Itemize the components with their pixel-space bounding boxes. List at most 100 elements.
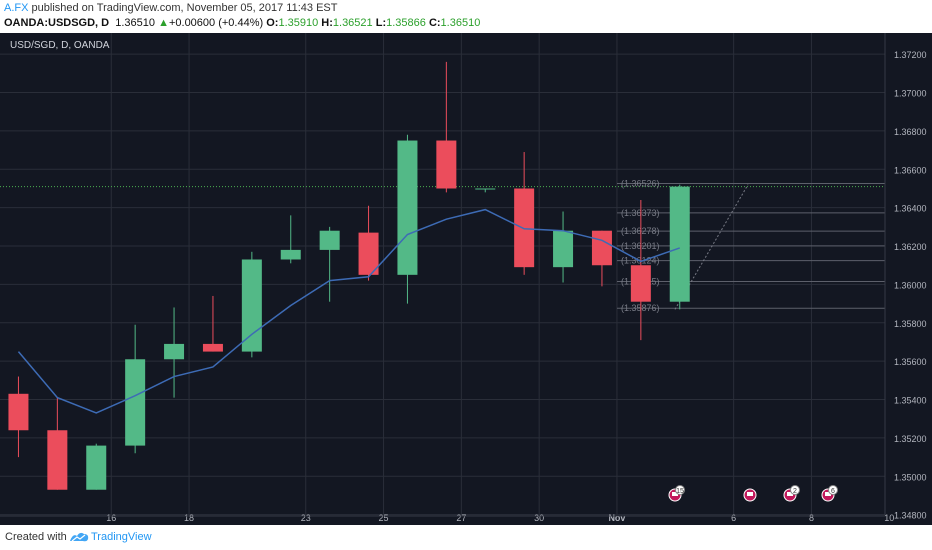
published-text: published on TradingView.com, November 0…	[31, 2, 338, 14]
moving-average	[17, 208, 680, 414]
candle-body	[514, 188, 535, 268]
candle[interactable]	[280, 215, 301, 264]
candle[interactable]	[397, 134, 418, 304]
candle-body	[280, 249, 301, 260]
low-value: 1.35866	[386, 17, 426, 29]
x-tick-label: 27	[456, 513, 466, 523]
candle-body	[241, 259, 262, 352]
candle-body	[475, 188, 496, 190]
fib-level-label: (1.36373)	[621, 208, 660, 218]
x-tick-label: 10	[884, 513, 894, 523]
x-tick-label: 23	[301, 513, 311, 523]
fib-levels: (1.36526) (1.36373) (1.36278) (1.36201) (1.3…	[617, 179, 885, 313]
candle-body	[202, 343, 223, 352]
time-axis: 16 18 23 25 27 30 Nov 6 8 10	[0, 513, 894, 523]
event-count: 6	[831, 488, 835, 495]
x-tick-label: Nov	[608, 513, 625, 523]
candle[interactable]	[553, 211, 574, 283]
high-label: H:	[321, 17, 333, 29]
event-markers: 15 2 6	[668, 485, 838, 502]
candle[interactable]	[358, 205, 379, 281]
symbol-label: OANDA:USDSGD, D	[4, 17, 110, 29]
y-tick-label: 1.35800	[894, 319, 927, 329]
chart-title: USD/SGD, D, OANDA	[10, 40, 110, 51]
candle[interactable]	[319, 226, 340, 302]
event-badge	[675, 485, 685, 495]
y-tick-label: 1.35000	[894, 472, 927, 482]
candle-body	[591, 230, 612, 266]
x-tick-label: 25	[379, 513, 389, 523]
event-count: 15	[676, 488, 684, 495]
ohlc-line: OANDA:USDSGD, D 1.36510 ▲+0.00600 (+0.44…	[4, 17, 480, 29]
y-tick-label: 1.37200	[894, 50, 927, 60]
fib-level-label: (1.36278)	[621, 226, 660, 236]
x-tick-label: 30	[534, 513, 544, 523]
candle-body	[86, 445, 107, 490]
event-badge	[790, 485, 800, 495]
y-tick-label: 1.35200	[894, 434, 927, 444]
event-count: 2	[793, 488, 797, 495]
candle[interactable]	[164, 307, 185, 398]
ma-line	[17, 208, 680, 414]
candle[interactable]	[436, 61, 457, 193]
chart-area[interactable]: (1.36526) (1.36373) (1.36278) (1.36201) (1.3…	[0, 33, 932, 525]
low-label: L:	[375, 17, 387, 29]
y-tick-label: 1.35400	[894, 396, 927, 406]
candle[interactable]	[514, 152, 535, 275]
candle-body	[436, 140, 457, 189]
tradingview-logo-icon	[70, 532, 89, 542]
candle[interactable]	[669, 184, 690, 310]
x-tick-label: 6	[731, 513, 736, 523]
candles	[8, 61, 690, 490]
y-tick-label: 1.36400	[894, 204, 927, 214]
candle[interactable]	[8, 376, 29, 458]
us-flag-icon[interactable]: 6	[821, 485, 838, 502]
high-value: 1.36521	[332, 17, 373, 29]
event-flag	[747, 492, 753, 496]
event-flag	[672, 492, 678, 496]
y-tick-label: 1.35600	[894, 357, 927, 367]
y-tick-label: 1.34800	[894, 511, 927, 521]
publish-line: A.FX published on TradingView.com, Novem…	[4, 2, 337, 14]
fib-level-label: (1.36526)	[621, 179, 660, 189]
candle[interactable]	[202, 295, 223, 352]
open-value: 1.35910	[278, 17, 319, 29]
us-flag-icon[interactable]: 15	[668, 485, 685, 502]
price-axis: 1.37200 1.37000 1.36800 1.36600 1.36400 1.362…	[884, 33, 932, 525]
change-value: +0.00600 (+0.44%)	[168, 17, 264, 29]
y-tick-label: 1.36800	[894, 127, 927, 137]
tradingview-link[interactable]: TradingView	[91, 531, 152, 543]
candle-body	[397, 140, 418, 275]
candle-body	[553, 230, 574, 268]
y-tick-label: 1.36200	[894, 242, 927, 252]
x-tick-label: 8	[809, 513, 814, 523]
x-tick-label: 18	[184, 513, 194, 523]
y-tick-label: 1.37000	[894, 89, 927, 99]
y-tick-label: 1.36600	[894, 165, 927, 175]
candle[interactable]	[630, 200, 651, 341]
us-flag-icon[interactable]	[743, 488, 757, 502]
change-arrow-icon: ▲	[158, 17, 169, 29]
us-flag-icon[interactable]: 2	[783, 485, 800, 502]
candle-body	[319, 230, 340, 250]
close-label: C:	[428, 17, 441, 29]
candle[interactable]	[125, 324, 146, 454]
last-price: 1.36510	[115, 17, 156, 29]
event-badge	[828, 485, 838, 495]
candle[interactable]	[241, 251, 262, 358]
event-flag	[825, 492, 831, 496]
candle[interactable]	[475, 188, 496, 193]
fib-level-label: (1.35876)	[621, 303, 660, 313]
created-with-text: Created with	[5, 531, 67, 543]
x-tick-label: 16	[106, 513, 116, 523]
author-link[interactable]: A.FX	[4, 2, 29, 14]
candle-body	[358, 232, 379, 275]
candle[interactable]	[47, 397, 68, 490]
candle-body	[669, 186, 690, 302]
candle[interactable]	[86, 443, 107, 490]
open-label: O:	[266, 17, 279, 29]
price-chart[interactable]: (1.36526) (1.36373) (1.36278) (1.36201) (1.3…	[0, 33, 932, 525]
candle-body	[630, 265, 651, 302]
event-flag	[787, 492, 793, 496]
candle-body	[125, 359, 146, 446]
